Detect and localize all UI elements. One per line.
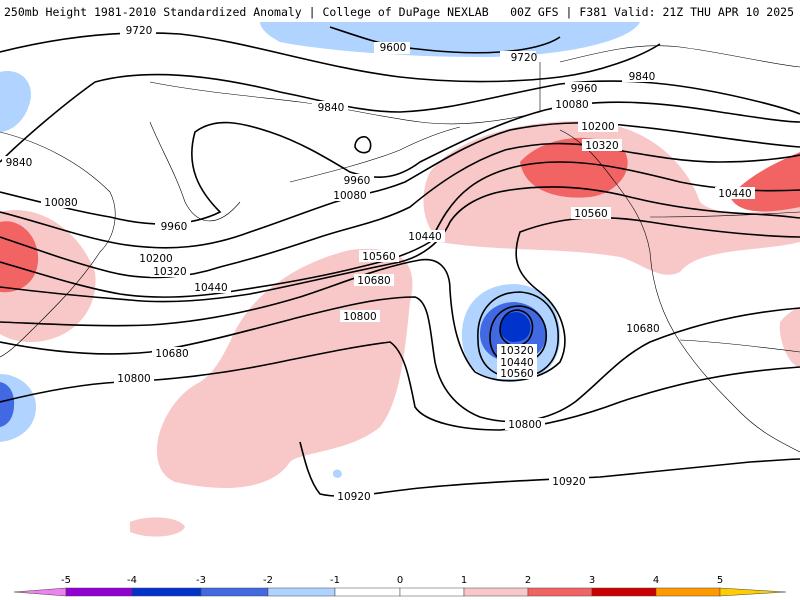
- contour-10440: [0, 186, 800, 303]
- anomaly-region-central-pacific: [156, 248, 413, 488]
- contour-label: 10800: [508, 419, 541, 431]
- contour-label: 9840: [318, 102, 345, 114]
- contour-small-ring: [354, 136, 372, 154]
- anomaly-region-southwest-small: [130, 517, 185, 537]
- colorbar-segment: [591, 587, 657, 597]
- contour-10200-cutoff: [499, 309, 534, 347]
- anomaly-region-west-edge-strong: [0, 382, 15, 427]
- map-title: 250mb Height 1981-2010 Standardized Anom…: [4, 5, 489, 19]
- colorbar-segment: [334, 587, 401, 597]
- coastline-alaska-bering: [149, 62, 541, 125]
- colorbar-canvas: -5 -4 -3 -2 -1 0 1 2 3 4 5: [13, 575, 787, 597]
- colorbar-segment: [655, 587, 721, 597]
- colorbar-segment: [131, 587, 202, 597]
- contour-label: 10920: [337, 491, 370, 503]
- coastline-hudson-north: [559, 45, 800, 68]
- contour-label: 10920: [552, 476, 585, 488]
- colorbar-tick-label: -3: [196, 575, 206, 586]
- contour-label: 10680: [626, 323, 659, 335]
- contour-label: 9600: [380, 42, 407, 54]
- contour-label: 10440: [500, 357, 533, 369]
- contour-10920: [299, 441, 800, 497]
- anomaly-region-top-center: [260, 22, 640, 57]
- contour-10440-cutoff: [477, 291, 559, 379]
- contour-label: 10440: [194, 282, 227, 294]
- anomaly-region-tiny-blue: [333, 469, 342, 478]
- border-us-mexico: [679, 339, 800, 353]
- coastline-asia-east: [0, 131, 116, 358]
- coastline-kamchatka: [149, 121, 241, 222]
- contour-label: 10560: [500, 368, 533, 380]
- coastlines: [0, 45, 800, 453]
- contour-label: 9960: [344, 175, 371, 187]
- colorbar-tick-label: 5: [717, 575, 723, 586]
- contour-label: 10800: [343, 311, 376, 323]
- contour-label: 10080: [44, 197, 77, 209]
- colorbar-tick-label: 3: [589, 575, 595, 586]
- colorbar-segment: [463, 587, 529, 597]
- border-us-canada: [649, 211, 800, 218]
- contour-label: 9720: [126, 25, 153, 37]
- contour-label: 10200: [139, 253, 172, 265]
- anomaly-region-pacific-jet: [423, 121, 800, 275]
- contour-label: 9840: [629, 71, 656, 83]
- map-header: 250mb Height 1981-2010 Standardized Anom…: [0, 0, 800, 22]
- colorbar-tick-label: 4: [653, 575, 659, 586]
- contour-label: 10200: [581, 121, 614, 133]
- contour-10320: [0, 161, 800, 298]
- colorbar-segment: [719, 587, 787, 597]
- colorbar-tick-label: -5: [61, 575, 71, 586]
- contour-label: 9720: [511, 52, 538, 64]
- anomaly-map: 9720 9720 9600 9840 9840 9840 9960 9960 …: [0, 22, 800, 572]
- anomaly-colorbar: -5 -4 -3 -2 -1 0 1 2 3 4 5: [0, 572, 800, 600]
- colorbar-segment: [399, 587, 465, 597]
- coastline-north-america-west: [559, 129, 800, 453]
- contour-label: 10440: [408, 231, 441, 243]
- anomaly-region-west-strong: [0, 221, 39, 293]
- anomaly-region-northwest: [0, 71, 31, 132]
- colorbar-tick-label: -4: [127, 575, 137, 586]
- anomaly-region-cutoff-low-strong: [500, 312, 531, 342]
- colorbar-segment: [267, 587, 336, 597]
- colorbar-tick-label: 0: [397, 575, 403, 586]
- contour-label: 10080: [555, 99, 588, 111]
- contour-labels: 9720 9720 9600 9840 9840 9840 9960 9960 …: [2, 24, 755, 503]
- anomaly-region-nw-coast: [520, 137, 628, 198]
- model-run-info: 00Z GFS | F381 Valid: 21Z THU APR 10 202…: [510, 5, 794, 19]
- contour-label: 10800: [117, 373, 150, 385]
- colorbar-tick-label: 2: [525, 575, 531, 586]
- positive-anomaly-shading: [0, 121, 800, 537]
- contour-label: 10560: [362, 251, 395, 263]
- contour-label: 10680: [155, 348, 188, 360]
- map-canvas: 9720 9720 9600 9840 9840 9840 9960 9960 …: [0, 22, 800, 537]
- coastline-aleutians: [289, 126, 461, 183]
- contour-label: 10320: [153, 266, 186, 278]
- colorbar-tick-label: -1: [330, 575, 340, 586]
- contour-label: 9960: [161, 221, 188, 233]
- anomaly-region-southeast: [779, 307, 800, 367]
- contour-10800: [0, 341, 800, 431]
- contour-label: 10440: [718, 188, 751, 200]
- contour-10080: [0, 122, 800, 249]
- contour-9840: [0, 73, 800, 163]
- contour-10200: [0, 142, 800, 279]
- contour-label: 10680: [357, 275, 390, 287]
- contour-label: 10320: [500, 345, 533, 357]
- contour-label: 10320: [585, 140, 618, 152]
- colorbar-tick-label: 1: [461, 575, 467, 586]
- colorbar-segment: [200, 587, 269, 597]
- contour-label: 9960: [571, 83, 598, 95]
- contour-label: 9840: [6, 157, 33, 169]
- colorbar-segment: [65, 587, 133, 597]
- contour-9600: [329, 26, 561, 54]
- colorbar-segment: [527, 587, 593, 597]
- contour-label: 10080: [333, 190, 366, 202]
- contour-label: 10560: [574, 208, 607, 220]
- colorbar-tick-label: -2: [263, 575, 273, 586]
- colorbar-segment: [13, 587, 67, 597]
